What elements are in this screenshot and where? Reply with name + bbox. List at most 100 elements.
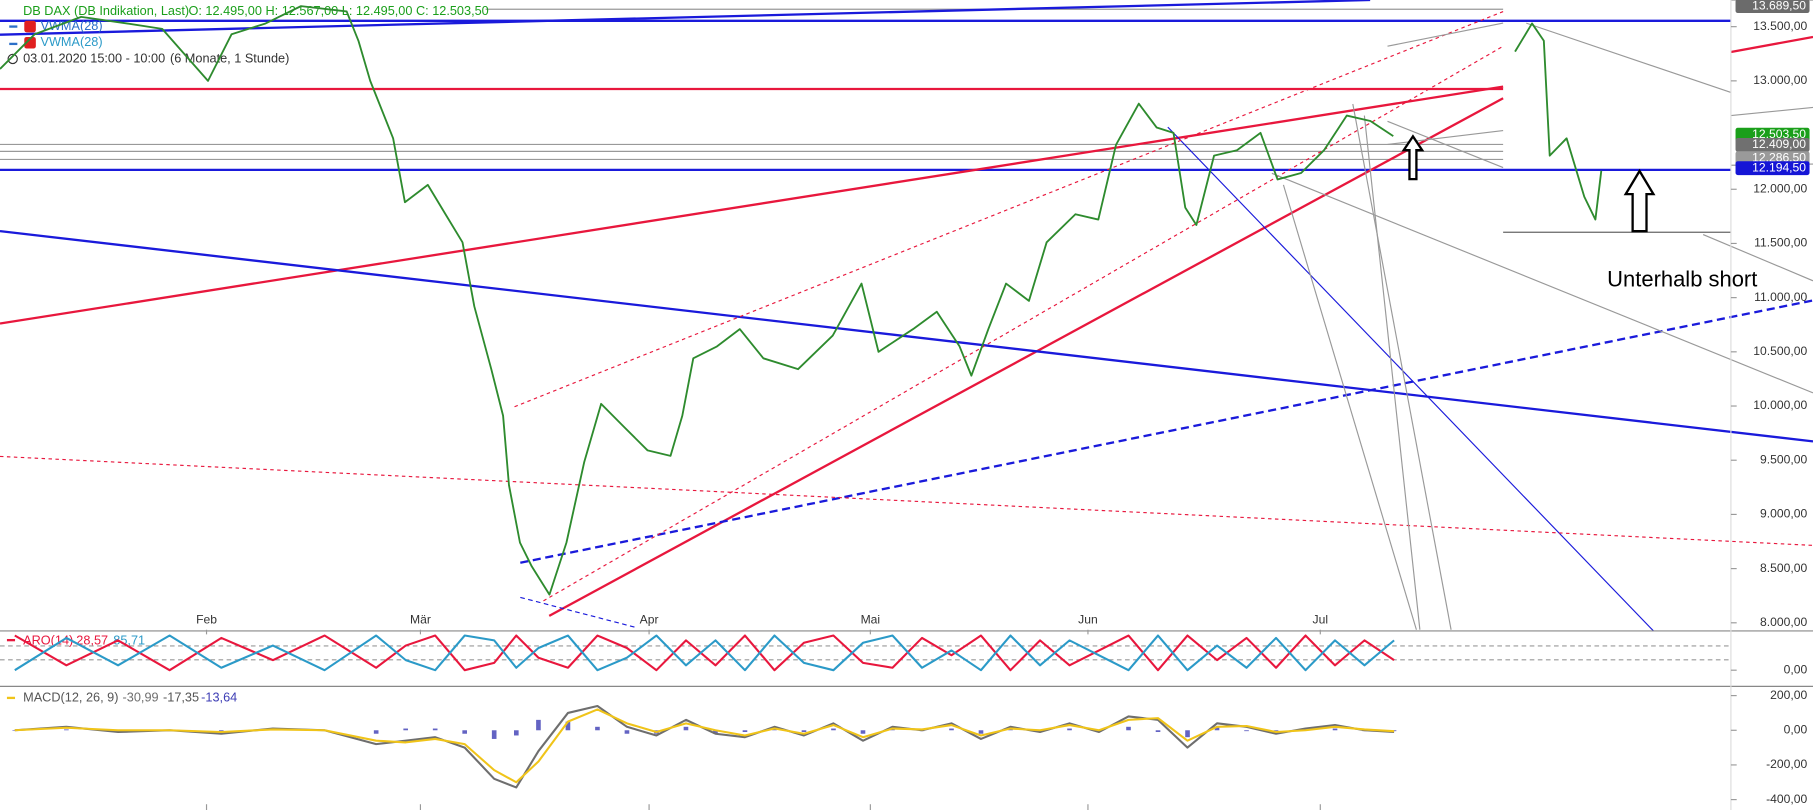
- y-tick-label: 8.500,00: [1760, 561, 1807, 575]
- y-tick-label: 0,00: [1784, 722, 1808, 736]
- y-tick-label: 9.500,00: [1760, 452, 1807, 466]
- readout: -30,99: [123, 689, 159, 704]
- series-line: [14, 634, 1395, 672]
- icon: [24, 36, 36, 49]
- histogram-bar: [595, 726, 600, 731]
- y-tick-label: 200,00: [1770, 688, 1807, 702]
- range-label: (6 Monate, 1 Stunde): [170, 50, 289, 65]
- histogram-bar: [860, 730, 866, 734]
- histogram-bar: [1244, 730, 1249, 732]
- readout: -17,35: [163, 689, 199, 704]
- series-line: [14, 704, 1395, 789]
- icon: [9, 42, 18, 46]
- readout: 28,57: [76, 633, 108, 648]
- trend-line: [520, 299, 1813, 564]
- price-marker-label: 13.689,50: [1752, 0, 1806, 12]
- readout: -13,64: [201, 689, 237, 704]
- legend-swatch: [6, 696, 16, 700]
- series-line: [14, 634, 1395, 672]
- histogram-bar: [1155, 730, 1161, 733]
- x-tick-label: Feb: [196, 613, 217, 627]
- icon: [9, 25, 18, 28]
- histogram-bar: [978, 730, 984, 734]
- trend-line: [0, 455, 1813, 546]
- price-marker-label: 12.503,50: [1752, 127, 1806, 141]
- trend-line: [0, 85, 1504, 325]
- y-tick-label: 8.000,00: [1760, 615, 1807, 629]
- x-tick-label: Jul: [1313, 613, 1329, 627]
- header-box: [0, 2, 486, 19]
- period-label: 03.01.2020 15:00 - 10:00: [23, 50, 165, 65]
- trend-line: [1271, 172, 1813, 394]
- y-tick-label: 9.000,00: [1760, 507, 1807, 521]
- trend-line: [1167, 126, 1654, 632]
- trend-line: [1387, 129, 1504, 146]
- trend-line: [1730, 35, 1813, 54]
- x-tick-label: Mär: [410, 613, 431, 627]
- trend-line: [1526, 22, 1732, 93]
- trend-line: [548, 97, 1504, 617]
- trend-line: [1387, 22, 1504, 47]
- histogram-bar: [1126, 726, 1131, 731]
- legend-swatch: [6, 638, 16, 642]
- price-marker: [1735, 0, 1810, 14]
- trend-line: [1363, 115, 1421, 630]
- histogram-bar: [536, 719, 541, 731]
- histogram-bar: [801, 730, 807, 733]
- y-tick-label: 0,00: [1784, 662, 1808, 676]
- icon: [24, 20, 36, 33]
- trend-line: [1702, 234, 1813, 282]
- series-line: [0, 5, 1603, 596]
- trend-line: [1730, 106, 1813, 117]
- icon: [7, 53, 18, 65]
- indicator-label: VWMA(28): [40, 34, 102, 49]
- instrument-title: DB DAX (DB Indikation, Last): [23, 3, 189, 18]
- y-tick-label: 13.500,00: [1753, 19, 1807, 33]
- histogram-bar: [565, 721, 571, 731]
- y-tick-label: 12.000,00: [1753, 181, 1807, 195]
- y-tick-label: 13.000,00: [1753, 73, 1807, 87]
- x-tick-label: Mai: [861, 613, 881, 627]
- histogram-bar: [12, 730, 18, 731]
- histogram-bar: [1332, 728, 1338, 731]
- trend-line: [1282, 184, 1417, 630]
- arrow: [1401, 134, 1425, 181]
- y-tick-label: 11.000,00: [1754, 290, 1807, 304]
- price-marker-label: 12.194,50: [1752, 160, 1806, 174]
- histogram-bar: [514, 730, 519, 736]
- histogram-bar: [462, 730, 467, 734]
- histogram-bar: [403, 728, 408, 731]
- y-tick-label: 11.500,00: [1754, 236, 1807, 250]
- histogram-bar: [624, 730, 630, 734]
- indicator-title: ARO(14): [23, 633, 73, 648]
- histogram-bar: [491, 730, 497, 739]
- histogram-bar: [373, 730, 379, 734]
- price-marker-label: 12.409,00: [1752, 137, 1806, 151]
- trend-line: [1387, 120, 1504, 169]
- indicator-label: VWMA(28): [40, 18, 102, 33]
- histogram-bar: [831, 728, 836, 731]
- histogram-bar: [713, 730, 718, 734]
- trend-line: [520, 596, 637, 628]
- indicator-title: MACD(12, 26, 9): [23, 689, 118, 704]
- series-line: [14, 708, 1395, 784]
- trend-line: [543, 45, 1504, 602]
- trend-line: [0, 229, 1813, 443]
- readout: 85,71: [113, 633, 145, 648]
- price-marker-label: 12.286,50: [1752, 150, 1806, 164]
- drawings: [0, 0, 1813, 632]
- price-marker: [1735, 161, 1810, 176]
- histogram-bar: [1214, 726, 1220, 731]
- price-marker: [1735, 137, 1810, 152]
- histogram-bar: [1067, 728, 1072, 731]
- histogram-bar: [432, 728, 438, 731]
- y-tick-label: 10.000,00: [1753, 398, 1807, 412]
- x-tick-label: Jun: [1078, 613, 1098, 627]
- trend-line: [0, 0, 1371, 36]
- histogram-bar: [742, 730, 748, 733]
- histogram-bar: [683, 726, 689, 731]
- y-tick-label: 10.500,00: [1753, 344, 1807, 358]
- y-tick-label: -200,00: [1766, 757, 1807, 771]
- histogram-bar: [64, 729, 69, 731]
